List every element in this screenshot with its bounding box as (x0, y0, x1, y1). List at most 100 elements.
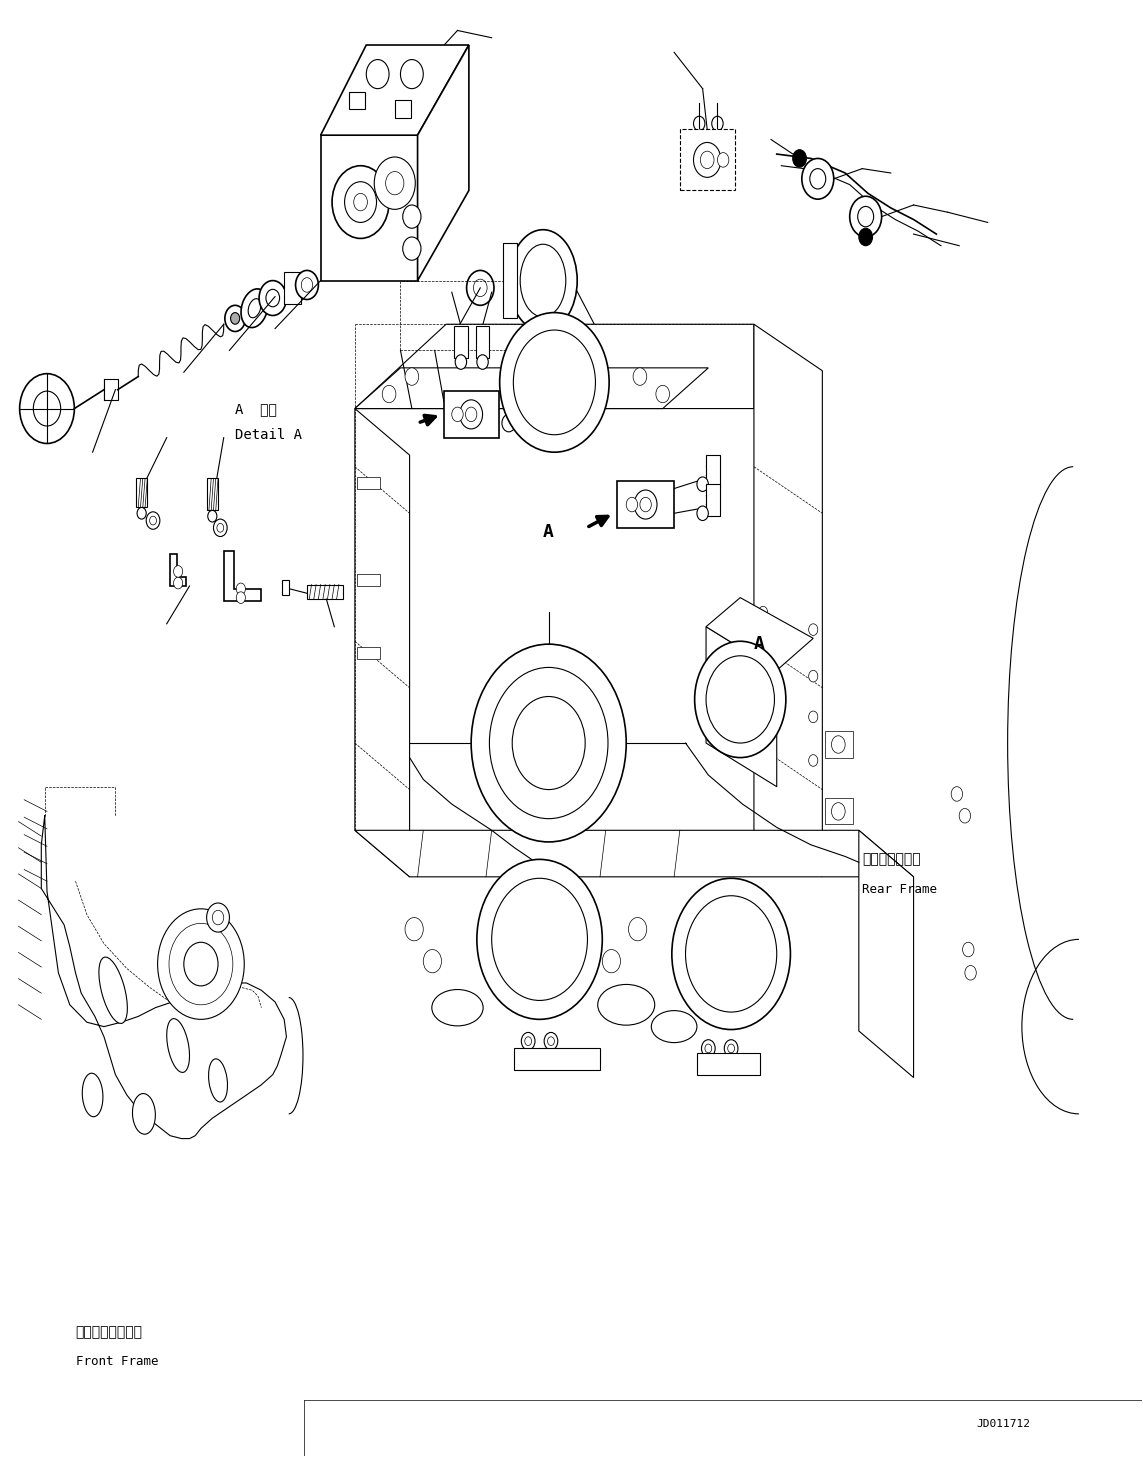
Circle shape (455, 354, 466, 369)
Circle shape (385, 172, 403, 195)
Circle shape (759, 694, 768, 705)
Ellipse shape (520, 245, 566, 318)
Bar (285, 272, 302, 305)
Circle shape (473, 280, 487, 297)
Ellipse shape (509, 230, 577, 332)
Bar (680, 130, 735, 191)
Circle shape (686, 896, 777, 1013)
Circle shape (259, 281, 287, 316)
Circle shape (701, 152, 714, 169)
Circle shape (405, 367, 418, 385)
Circle shape (718, 153, 729, 168)
Circle shape (459, 399, 482, 428)
Ellipse shape (167, 1018, 190, 1072)
Circle shape (640, 497, 652, 511)
Bar (321, 136, 417, 281)
Circle shape (146, 511, 160, 529)
Circle shape (402, 237, 421, 261)
Circle shape (809, 169, 825, 189)
Circle shape (858, 229, 872, 246)
Circle shape (808, 711, 817, 723)
Circle shape (237, 592, 246, 603)
Circle shape (602, 950, 621, 973)
Circle shape (706, 656, 775, 743)
Polygon shape (858, 830, 913, 1078)
Circle shape (702, 1040, 716, 1058)
Circle shape (477, 354, 488, 369)
Circle shape (208, 510, 217, 522)
Circle shape (962, 943, 974, 957)
Circle shape (697, 506, 709, 520)
Circle shape (382, 385, 395, 402)
Circle shape (849, 197, 881, 237)
Circle shape (499, 313, 609, 452)
Text: Front Frame: Front Frame (75, 1355, 158, 1368)
Polygon shape (170, 554, 186, 586)
Text: A: A (754, 635, 765, 653)
Polygon shape (417, 45, 469, 281)
Circle shape (725, 1040, 738, 1058)
Circle shape (694, 117, 705, 131)
Circle shape (489, 667, 608, 819)
Circle shape (521, 1033, 535, 1050)
Bar (443, 390, 498, 437)
Circle shape (759, 606, 768, 618)
Circle shape (831, 803, 845, 820)
Ellipse shape (133, 1094, 155, 1134)
Circle shape (626, 497, 638, 511)
Circle shape (174, 577, 183, 589)
Circle shape (831, 736, 845, 753)
Bar (357, 647, 379, 659)
Circle shape (547, 1037, 554, 1046)
Text: A  詳細: A 詳細 (235, 402, 277, 415)
Circle shape (544, 1033, 558, 1050)
Circle shape (374, 157, 415, 210)
Circle shape (634, 490, 657, 519)
Circle shape (214, 519, 227, 536)
Ellipse shape (99, 957, 127, 1023)
Circle shape (695, 641, 786, 758)
Bar (394, 101, 410, 118)
Bar (207, 478, 218, 510)
Circle shape (150, 516, 157, 525)
Circle shape (656, 385, 670, 402)
Circle shape (400, 60, 423, 89)
Text: リヤーフレーム: リヤーフレーム (862, 852, 921, 867)
Bar (697, 1053, 760, 1075)
Text: JD011712: JD011712 (976, 1419, 1030, 1429)
Circle shape (672, 879, 791, 1030)
Polygon shape (354, 830, 913, 877)
Bar (503, 243, 517, 319)
Circle shape (466, 271, 494, 306)
Circle shape (491, 879, 588, 1001)
Circle shape (793, 150, 806, 168)
Circle shape (705, 1045, 712, 1053)
Circle shape (471, 644, 626, 842)
Circle shape (33, 390, 61, 425)
Circle shape (217, 523, 224, 532)
Ellipse shape (652, 1011, 697, 1043)
Circle shape (808, 670, 817, 682)
Circle shape (225, 306, 246, 332)
Bar (307, 584, 343, 599)
Circle shape (423, 950, 441, 973)
Polygon shape (321, 45, 469, 136)
Ellipse shape (248, 299, 261, 318)
Text: フロントフレーム: フロントフレーム (75, 1326, 143, 1339)
Bar (349, 92, 365, 109)
Circle shape (728, 1045, 735, 1053)
Circle shape (19, 373, 74, 443)
Circle shape (184, 943, 218, 986)
Bar (136, 478, 147, 507)
Bar (454, 326, 467, 357)
Circle shape (802, 159, 833, 200)
Ellipse shape (432, 989, 483, 1026)
Bar (617, 481, 674, 527)
Bar (706, 455, 720, 487)
Polygon shape (706, 597, 813, 670)
Bar (475, 326, 489, 357)
Circle shape (959, 809, 970, 823)
Circle shape (629, 918, 647, 941)
Circle shape (808, 624, 817, 635)
Circle shape (296, 271, 319, 300)
